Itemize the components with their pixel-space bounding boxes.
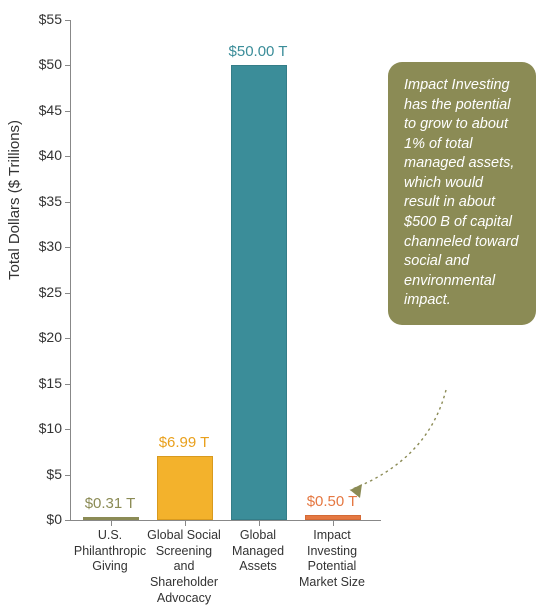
- y-tick-label: $0: [14, 511, 62, 527]
- x-tick: [333, 520, 334, 526]
- x-tick: [111, 520, 112, 526]
- x-category-label: Global Managed Assets: [220, 528, 296, 575]
- bar-2: [231, 65, 287, 520]
- y-tick-label: $40: [14, 147, 62, 163]
- bar-value-label: $6.99 T: [159, 434, 210, 451]
- bar-value-label: $0.31 T: [85, 495, 136, 512]
- y-tick-label: $10: [14, 420, 62, 436]
- y-tick: [65, 520, 71, 521]
- y-tick-label: $45: [14, 102, 62, 118]
- y-tick: [65, 156, 71, 157]
- x-category-label: U.S. Philanthropic Giving: [72, 528, 148, 575]
- y-tick: [65, 20, 71, 21]
- callout-box: Impact Investing has the potential to gr…: [388, 62, 536, 325]
- y-tick-label: $25: [14, 284, 62, 300]
- plot-area: [70, 20, 381, 521]
- impact-investing-bar-chart: Total Dollars ($ Trillions) $0$5$10$15$2…: [0, 0, 544, 615]
- y-tick: [65, 429, 71, 430]
- y-tick: [65, 475, 71, 476]
- y-tick: [65, 111, 71, 112]
- bar-value-label: $0.50 T: [307, 493, 358, 510]
- x-tick: [185, 520, 186, 526]
- y-tick-label: $35: [14, 193, 62, 209]
- y-tick-label: $50: [14, 56, 62, 72]
- callout-text: Impact Investing has the potential to gr…: [404, 76, 520, 311]
- y-tick-label: $20: [14, 329, 62, 345]
- bar-1: [157, 456, 213, 520]
- bar-value-label: $50.00 T: [229, 43, 288, 60]
- y-tick: [65, 202, 71, 203]
- x-category-label: Impact Investing Potential Market Size: [294, 528, 370, 591]
- y-tick: [65, 65, 71, 66]
- y-tick: [65, 293, 71, 294]
- y-tick-label: $5: [14, 466, 62, 482]
- x-tick: [259, 520, 260, 526]
- y-tick: [65, 384, 71, 385]
- x-category-label: Global Social Screening and Shareholder …: [146, 528, 222, 606]
- y-tick-label: $15: [14, 375, 62, 391]
- y-tick-label: $30: [14, 238, 62, 254]
- y-tick-label: $55: [14, 11, 62, 27]
- y-tick: [65, 338, 71, 339]
- y-tick: [65, 247, 71, 248]
